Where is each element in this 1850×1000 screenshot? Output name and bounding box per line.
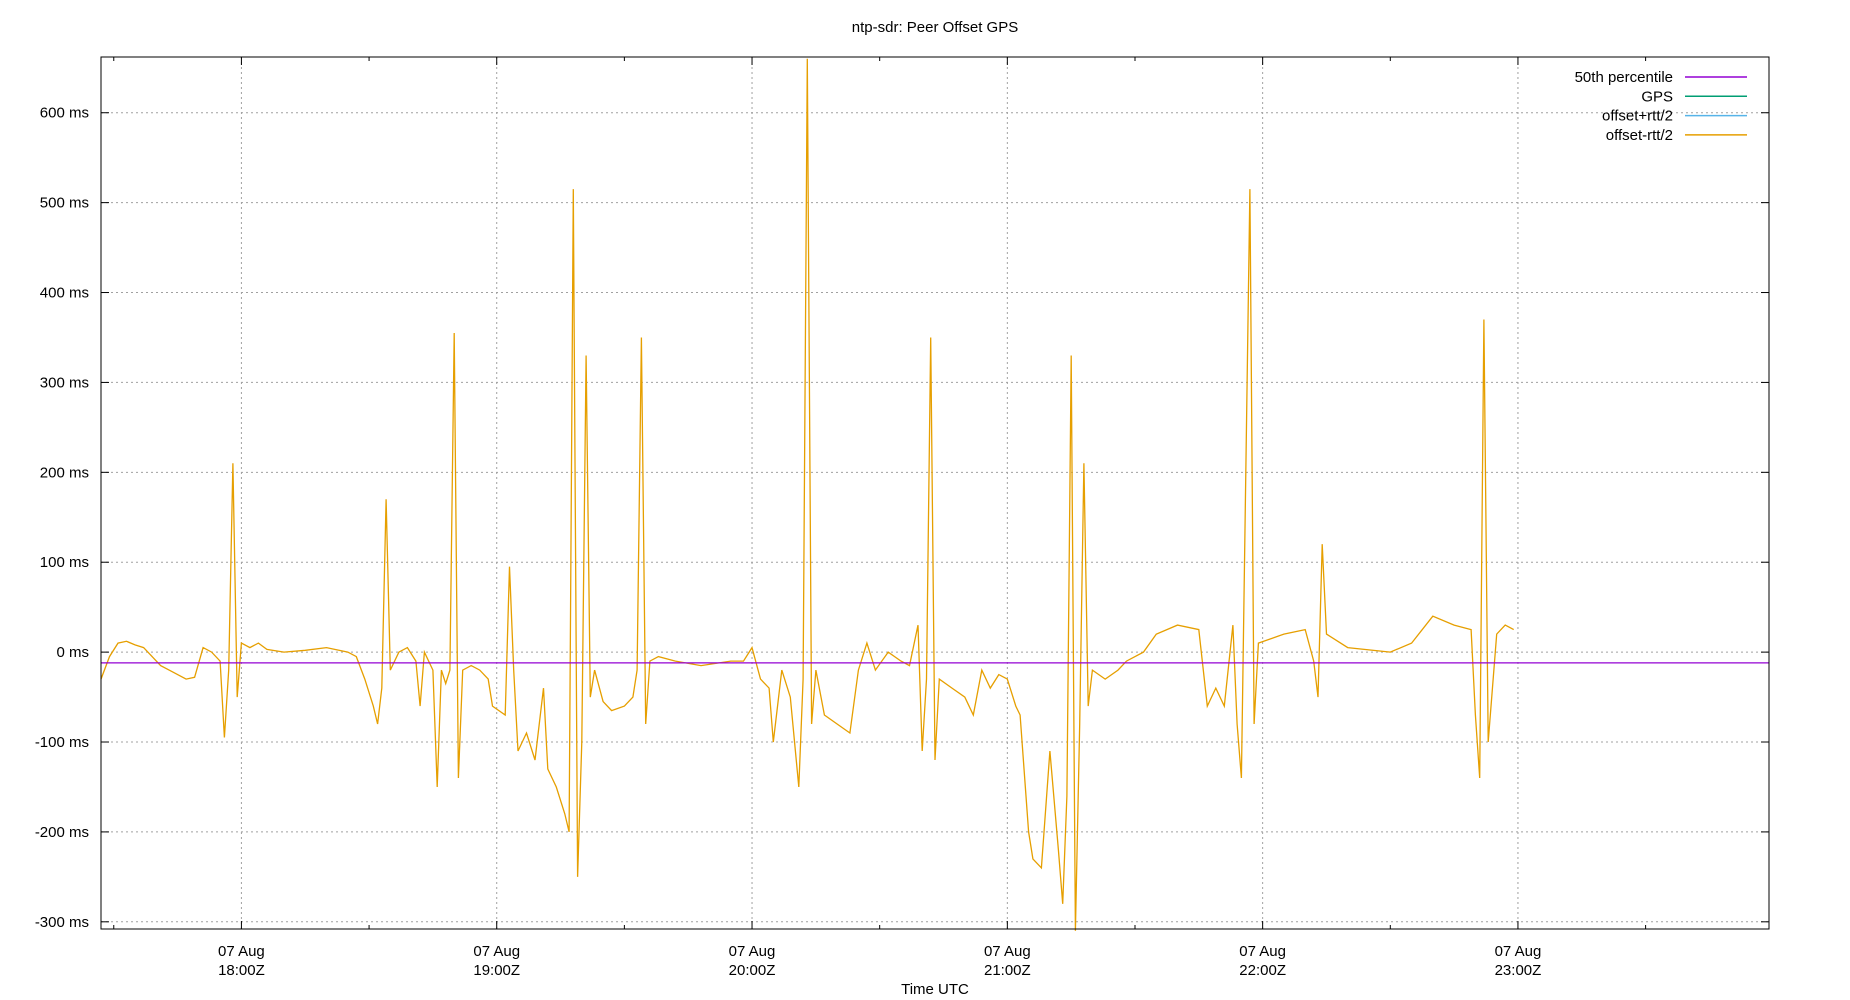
legend-label: 50th percentile: [1575, 69, 1673, 86]
legend-label: offset-rtt/2: [1606, 127, 1673, 144]
legend-label: offset+rtt/2: [1602, 108, 1673, 125]
x-axis-label: Time UTC: [901, 981, 969, 998]
x-tick-label: 07 Aug 20:00Z: [729, 943, 776, 979]
x-tick-label: 07 Aug 21:00Z: [984, 943, 1031, 979]
y-tick-label: 0 ms: [56, 644, 89, 661]
y-tick-label: -200 ms: [35, 824, 89, 841]
y-tick-label: 400 ms: [40, 285, 89, 302]
y-tick-label: 500 ms: [40, 195, 89, 212]
y-tick-label: 200 ms: [40, 464, 89, 481]
legend-label: GPS: [1641, 88, 1673, 105]
y-tick-label: 600 ms: [40, 105, 89, 122]
plot-frame: [100, 56, 1770, 930]
y-tick-label: -100 ms: [35, 734, 89, 751]
chart-title: ntp-sdr: Peer Offset GPS: [852, 19, 1018, 36]
x-tick-label: 07 Aug 18:00Z: [218, 943, 265, 979]
y-tick-label: -300 ms: [35, 914, 89, 931]
x-tick-label: 07 Aug 23:00Z: [1495, 943, 1542, 979]
y-tick-label: 300 ms: [40, 374, 89, 391]
x-tick-label: 07 Aug 22:00Z: [1239, 943, 1286, 979]
y-tick-label: 100 ms: [40, 554, 89, 571]
x-tick-label: 07 Aug 19:00Z: [473, 943, 520, 979]
